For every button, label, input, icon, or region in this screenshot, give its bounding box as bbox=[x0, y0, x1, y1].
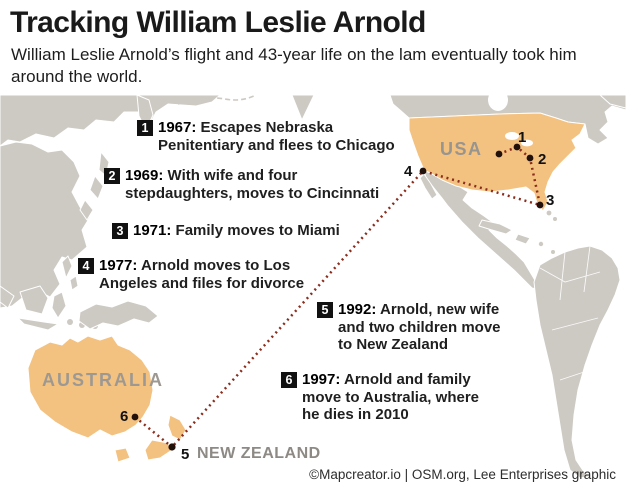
timeline-line: move to Australia, where bbox=[302, 388, 479, 406]
timeline-line: Family moves to Miami bbox=[171, 222, 340, 239]
timeline-item-6: 6 1997: Arnold and family move to Austra… bbox=[281, 371, 479, 424]
timeline-line: Angeles and files for divorce bbox=[99, 274, 305, 292]
timeline-badge-3: 3 bbox=[112, 223, 128, 239]
landmass-japan bbox=[79, 199, 94, 221]
hudson-bay bbox=[488, 89, 508, 111]
route-point-miami bbox=[536, 201, 544, 209]
timeline-text-6: 1997: Arnold and family move to Australi… bbox=[302, 371, 479, 424]
timeline-year: 1967: bbox=[158, 119, 197, 136]
timeline-line: stepdaughters, moves to Cincinnati bbox=[125, 184, 380, 202]
timeline-line: Arnold and family bbox=[340, 371, 471, 388]
route-point-chicago bbox=[513, 143, 521, 151]
map-point-label-4: 4 bbox=[404, 163, 413, 180]
page-subtitle: William Leslie Arnold’s flight and 43-ye… bbox=[11, 45, 577, 86]
landmass-south-america bbox=[533, 245, 621, 479]
timeline-badge-4: 4 bbox=[78, 258, 94, 274]
landmass-island bbox=[553, 217, 557, 221]
route-point-los-angeles bbox=[419, 167, 427, 175]
landmass-island bbox=[551, 250, 555, 254]
great-lake bbox=[505, 132, 519, 140]
page-title: Tracking William Leslie Arnold bbox=[10, 6, 426, 39]
timeline-line: Escapes Nebraska bbox=[196, 119, 334, 136]
landmass-philippines bbox=[61, 255, 73, 279]
landmass-island bbox=[546, 210, 552, 216]
route-point-nebraska bbox=[495, 150, 503, 158]
timeline-badge-1: 1 bbox=[137, 120, 153, 136]
timeline-year: 1971: bbox=[133, 222, 172, 239]
timeline-line: to New Zealand bbox=[338, 336, 449, 353]
landmass-aleutians bbox=[177, 95, 255, 105]
source-credit: ©Mapcreator.io | OSM.org, Lee Enterprise… bbox=[309, 467, 616, 482]
timeline-text-3: 1971: Family moves to Miami bbox=[133, 222, 340, 240]
timeline-item-3: 3 1971: Family moves to Miami bbox=[112, 222, 340, 240]
landmass-alaska bbox=[291, 94, 315, 121]
timeline-year: 1977: bbox=[99, 257, 138, 274]
timeline-line: Arnold moves to Los bbox=[137, 257, 291, 274]
route-point-cincinnati bbox=[526, 154, 534, 162]
timeline-text-1: 1967: Escapes Nebraska Penitentiary and … bbox=[158, 119, 395, 154]
timeline-line: Arnold, new wife bbox=[376, 301, 500, 318]
landmass-tasmania bbox=[114, 447, 131, 463]
timeline-item-4: 4 1977: Arnold moves to Los Angeles and … bbox=[78, 257, 304, 292]
landmass-borneo bbox=[19, 285, 49, 315]
timeline-text-2: 1969: With wife and four stepdaughters, … bbox=[125, 167, 379, 202]
timeline-badge-5: 5 bbox=[317, 302, 333, 318]
timeline-year: 1992: bbox=[338, 301, 377, 318]
timeline-year: 1969: bbox=[125, 167, 164, 184]
map-point-label-6: 6 bbox=[120, 408, 128, 425]
timeline-text-4: 1977: Arnold moves to Los Angeles and fi… bbox=[99, 257, 304, 292]
timeline-item-2: 2 1969: With wife and four stepdaughters… bbox=[104, 167, 379, 202]
map-label-australia: AUSTRALIA bbox=[42, 370, 164, 390]
map-point-label-3: 3 bbox=[546, 192, 554, 209]
landmass-greenland bbox=[599, 94, 626, 109]
route-path bbox=[134, 145, 542, 448]
timeline-line: he dies in 2010 bbox=[302, 406, 409, 423]
timeline-item-5: 5 1992: Arnold, new wife and two childre… bbox=[317, 301, 501, 354]
landmass-island bbox=[538, 241, 544, 247]
landmass-baja bbox=[419, 173, 438, 200]
landmass-sulawesi bbox=[51, 291, 67, 319]
landmass-australia bbox=[27, 335, 154, 439]
map-point-label-1: 1 bbox=[518, 129, 526, 146]
landmass-island bbox=[67, 319, 73, 325]
timeline-line: and two children move bbox=[338, 318, 501, 336]
timeline-line: With wife and four bbox=[163, 167, 298, 184]
map-point-label-5: 5 bbox=[181, 446, 189, 463]
route-point-new-zealand bbox=[168, 443, 176, 451]
timeline-line: Penitentiary and flees to Chicago bbox=[158, 136, 395, 154]
landmass-new-guinea bbox=[78, 300, 159, 330]
map-point-label-2: 2 bbox=[538, 151, 546, 168]
landmass-philippines bbox=[69, 275, 79, 291]
great-lake bbox=[521, 139, 533, 147]
landmass-sumatra bbox=[0, 285, 15, 309]
timeline-text-5: 1992: Arnold, new wife and two children … bbox=[338, 301, 501, 354]
landmass-japan bbox=[89, 175, 104, 200]
landmass-cuba bbox=[478, 219, 513, 235]
country-border bbox=[539, 245, 601, 381]
landmass-java bbox=[17, 317, 59, 331]
timeline-badge-6: 6 bbox=[281, 372, 297, 388]
timeline-badge-2: 2 bbox=[104, 168, 120, 184]
route-point-australia bbox=[131, 413, 139, 421]
timeline-item-1: 1 1967: Escapes Nebraska Penitentiary an… bbox=[137, 119, 395, 154]
landmass-hispaniola bbox=[514, 233, 531, 245]
map-label-new-zealand: NEW ZEALAND bbox=[197, 445, 321, 462]
map-label-usa: USA bbox=[440, 139, 483, 159]
timeline-year: 1997: bbox=[302, 371, 341, 388]
